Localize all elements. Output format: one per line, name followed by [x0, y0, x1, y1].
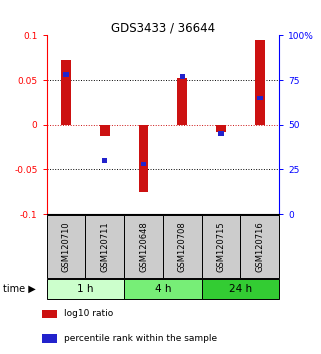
Bar	[63, 73, 69, 77]
Text: GSM120708: GSM120708	[178, 221, 187, 272]
Bar	[139, 125, 148, 192]
Bar	[255, 40, 265, 125]
Text: GSM120710: GSM120710	[61, 221, 70, 272]
Text: GSM120716: GSM120716	[256, 221, 265, 272]
Bar	[178, 78, 187, 125]
Bar	[202, 215, 240, 278]
Bar	[141, 162, 146, 166]
Bar	[218, 131, 224, 136]
Bar	[47, 279, 124, 299]
Bar	[257, 96, 263, 100]
Bar	[100, 125, 109, 136]
Bar	[202, 279, 279, 299]
Bar	[180, 74, 185, 79]
Text: 24 h: 24 h	[229, 284, 252, 294]
Bar	[47, 215, 85, 278]
Text: GSM120711: GSM120711	[100, 221, 109, 272]
Bar	[42, 334, 57, 343]
Bar	[163, 215, 202, 278]
Text: 1 h: 1 h	[77, 284, 94, 294]
Text: percentile rank within the sample: percentile rank within the sample	[64, 334, 217, 343]
Bar	[42, 309, 57, 318]
Bar	[102, 158, 108, 163]
Bar	[216, 125, 226, 132]
Bar	[124, 279, 202, 299]
Title: GDS3433 / 36644: GDS3433 / 36644	[111, 21, 215, 34]
Bar	[85, 215, 124, 278]
Bar	[240, 215, 279, 278]
Bar	[124, 215, 163, 278]
Text: time ▶: time ▶	[3, 284, 36, 294]
Text: GSM120715: GSM120715	[217, 221, 226, 272]
Text: GSM120648: GSM120648	[139, 221, 148, 272]
Bar	[61, 61, 71, 125]
Text: 4 h: 4 h	[155, 284, 171, 294]
Text: log10 ratio: log10 ratio	[64, 309, 113, 318]
